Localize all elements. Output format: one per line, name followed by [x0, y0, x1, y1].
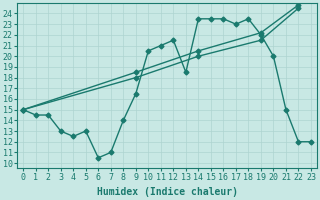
X-axis label: Humidex (Indice chaleur): Humidex (Indice chaleur)	[97, 187, 237, 197]
